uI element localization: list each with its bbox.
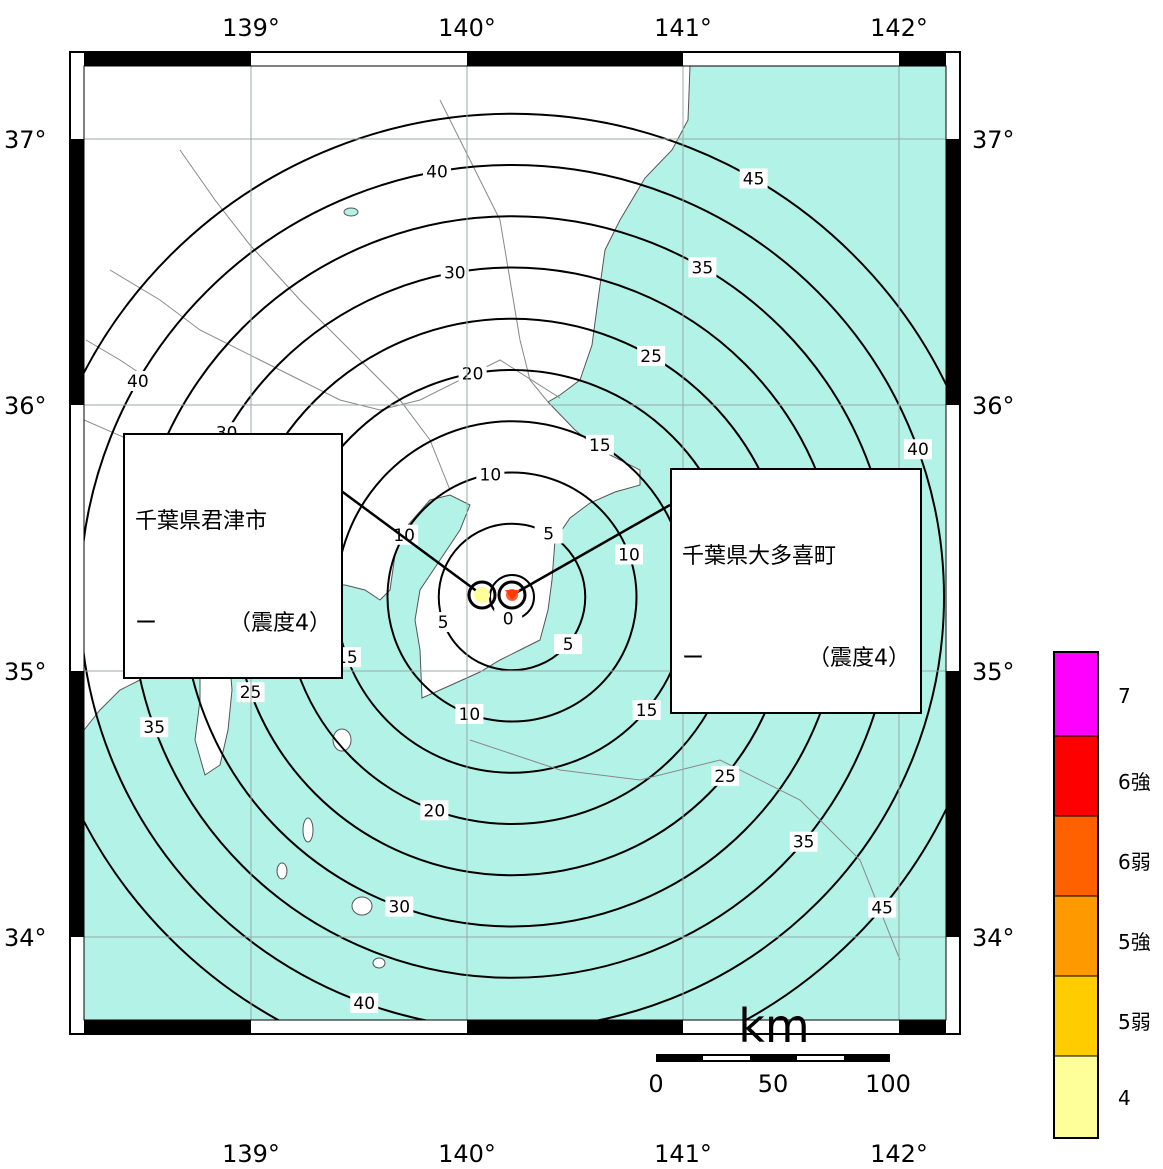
contour-label: 40 — [127, 372, 149, 392]
contour-label: 20 — [424, 801, 446, 821]
callout-otaki: 千葉県大多喜町 ー （震度4） — [670, 468, 922, 714]
contour-label: 45 — [743, 169, 765, 189]
callout-dash: ー — [135, 611, 158, 636]
leader-line — [339, 488, 483, 597]
lake — [343, 207, 359, 217]
legend-swatch-7 — [1053, 651, 1099, 737]
distance-contours — [84, 112, 946, 1020]
lon-ticks-bottom: 139° 140° 141° 142° — [222, 1140, 928, 1168]
lat-tick: 36° — [972, 392, 1015, 420]
contour-label: 25 — [640, 347, 662, 367]
contour-ring-5 — [437, 522, 587, 672]
lon-tick: 139° — [222, 14, 280, 42]
lat-tick: 37° — [4, 126, 47, 154]
legend-label: 7 — [1118, 684, 1131, 708]
contour-label: 20 — [462, 364, 484, 384]
contour-label: 40 — [353, 994, 375, 1014]
legend-label: 6弱 — [1118, 850, 1151, 874]
lon-tick: 141° — [654, 1140, 712, 1168]
island — [372, 957, 386, 969]
legend-label: 5強 — [1118, 930, 1151, 954]
contour-label: 10 — [459, 705, 481, 725]
intensity-legend — [1053, 651, 1099, 1139]
lat-ticks-left: 37° 36° 35° 34° — [4, 126, 47, 952]
callout-dash: ー — [682, 646, 705, 671]
contour-label: 45 — [871, 899, 893, 919]
lat-tick: 35° — [4, 658, 47, 686]
map-frame — [69, 51, 961, 1035]
contour-label: 0 — [503, 610, 514, 630]
leader-line — [511, 503, 671, 597]
contour-label: 35 — [143, 718, 165, 738]
contour-label: 10 — [480, 465, 502, 485]
lat-tick: 34° — [972, 924, 1015, 952]
lon-tick: 139° — [222, 1140, 280, 1168]
contour-label: 10 — [618, 545, 640, 565]
lon-tick: 142° — [870, 1140, 928, 1168]
station-marker-otaki — [497, 580, 527, 610]
legend-swatch-6-lower — [1053, 815, 1099, 897]
callout-station-name: 千葉県君津市 — [135, 509, 268, 534]
contour-label: 40 — [907, 440, 929, 460]
lon-tick: 140° — [438, 14, 496, 42]
scale-tick: 50 — [758, 1070, 789, 1098]
legend-swatch-4 — [1053, 1055, 1099, 1139]
contour-label: 15 — [636, 701, 658, 721]
lon-tick: 140° — [438, 1140, 496, 1168]
legend-swatch-5-lower — [1053, 975, 1099, 1057]
island — [351, 896, 373, 916]
island — [302, 817, 314, 843]
contour-label: 5 — [563, 635, 574, 655]
lon-ticks-top: 139° 140° 141° 142° — [222, 14, 928, 42]
lon-tick: 141° — [654, 14, 712, 42]
callout-intensity: （震度4） — [808, 646, 910, 671]
station-markers — [467, 580, 527, 610]
lat-tick: 36° — [4, 392, 47, 420]
legend-label: 6強 — [1118, 770, 1151, 794]
legend-label: 5弱 — [1118, 1010, 1151, 1034]
legend-swatch-5-upper — [1053, 895, 1099, 977]
scale-tick: 0 — [648, 1070, 663, 1098]
legend-label: 4 — [1118, 1086, 1131, 1110]
lat-tick: 35° — [972, 658, 1015, 686]
island — [276, 862, 288, 880]
lon-tick: 142° — [870, 14, 928, 42]
contour-label: 25 — [714, 767, 736, 787]
contour-ring-10 — [386, 471, 638, 723]
contour-label: 35 — [793, 833, 815, 853]
island — [332, 728, 352, 752]
contour-ring-45 — [84, 112, 946, 1020]
callout-kimitsu: 千葉県君津市 ー （震度4） — [123, 433, 343, 679]
callout-station-name: 千葉県大多喜町 — [682, 544, 837, 569]
contour-label: 40 — [426, 163, 448, 183]
contour-ring-40 — [84, 164, 945, 1020]
legend-swatch-6-upper — [1053, 735, 1099, 817]
contour-label: 30 — [444, 264, 466, 284]
scale-unit: km — [738, 999, 809, 1053]
station-marker-kimitsu — [467, 580, 497, 610]
contour-label: 15 — [589, 436, 611, 456]
contour-label: 35 — [692, 258, 714, 278]
contour-label: 5 — [438, 613, 449, 633]
scale-bar: km 0 50 100 — [648, 999, 911, 1098]
lat-tick: 34° — [4, 924, 47, 952]
contour-label: 30 — [388, 898, 410, 918]
scale-tick: 100 — [865, 1070, 911, 1098]
contour-label: 5 — [543, 525, 554, 545]
callout-intensity: （震度4） — [229, 611, 331, 636]
lat-tick: 37° — [972, 126, 1015, 154]
lat-ticks-right: 37° 36° 35° 34° — [972, 126, 1015, 952]
